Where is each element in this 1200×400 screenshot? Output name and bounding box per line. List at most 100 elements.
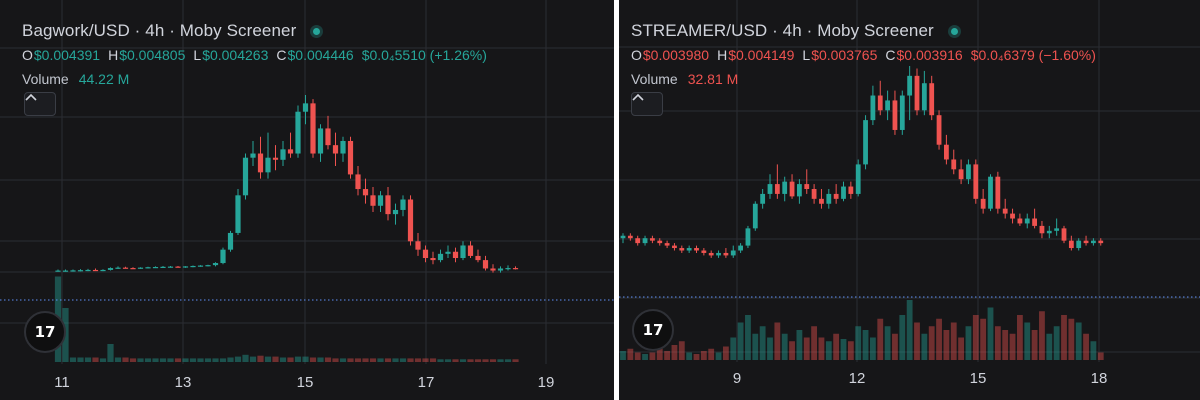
candle-body [122,267,129,269]
candle-body [152,267,159,269]
x-tick-label: 11 [54,374,70,391]
change-value: $0.0₄6379 (−1.60%) [970,47,1096,63]
candle-body [257,153,264,173]
chart-panel-bagwork[interactable]: 11 13 15 17 19 Bagwork/USD · 4h · Moby Scree… [0,0,614,400]
candle-body [1024,218,1030,224]
candle-body [452,251,459,259]
collapse-legend-button[interactable] [631,92,663,116]
tradingview-logo-icon[interactable]: 17 [632,309,674,351]
candle-body [1017,218,1023,224]
candle-body [951,159,957,170]
candle-body [512,268,519,270]
volume-bar [1031,330,1038,360]
volume-bar [803,337,810,360]
volume-bar [671,345,678,360]
volume-bar [272,356,279,362]
candle-body [392,209,399,215]
ohlc-readout: O $0.004391 H $0.004805 L $0.004263 C $0… [22,44,487,66]
candle-body [877,95,883,111]
candle-body [467,245,474,256]
open-value: $0.003980 [642,47,710,63]
volume-bar [302,356,309,362]
volume-bar [482,359,489,362]
candle-body [227,232,234,250]
candle-body [385,195,391,215]
x-tick-label: 17 [418,374,435,391]
chart-panel-streamer[interactable]: 9 12 15 18 STREAMER/USD · 4h · Moby Screene… [619,0,1200,400]
volume-bar [384,358,392,362]
volume-bar [317,357,324,362]
volume-bar [833,333,840,360]
volume-bar [759,326,766,360]
candle-body [287,149,294,154]
volume-bar [980,318,987,360]
volume-bar [1039,311,1045,360]
open-label: O [631,47,642,63]
candle-body [973,164,979,199]
candle-body [377,195,384,206]
candle-body [708,252,714,256]
volume-bar [512,359,519,362]
volume-bar [723,346,729,360]
candlestick-chart[interactable]: 9 12 15 18 [619,0,1200,400]
volume-bar [730,337,737,360]
candle-body [958,169,964,180]
candle-body [340,140,346,154]
volume-bar [774,322,781,360]
candle-body [62,270,69,272]
volume-bar [943,330,950,360]
candle-body [355,174,361,190]
candle-body [782,181,788,194]
x-tick-label: 12 [849,370,866,387]
candle-body [892,100,898,130]
volume-bar [906,300,913,360]
candle-body [627,235,633,239]
volume-value: 32.81 M [687,71,739,87]
candle-body [921,83,927,111]
chart-legend: STREAMER/USD · 4h · Moby Screener O $0.0… [631,18,1096,90]
volume-bar [789,341,795,360]
volume-bar [972,315,979,360]
candle-body [833,193,839,199]
high-label: H [717,47,728,63]
candle-body [175,266,181,268]
volume-bar [504,359,512,362]
candle-body [92,269,99,272]
candle-body [664,243,670,246]
volume-bar [686,352,693,360]
candle-body [804,184,810,189]
candle-body [1076,240,1082,249]
candle-body [302,103,309,112]
candle-body [1010,213,1015,219]
candle-body [797,184,802,197]
candle-body [272,157,279,160]
candle-body [1091,240,1096,244]
candle-body [988,176,993,209]
volume-bar [84,357,92,362]
volume-bar [489,359,497,362]
volume-bar [796,330,803,360]
volume-bar [1002,330,1009,360]
volume-value: 44.22 M [78,71,130,87]
candle-body [635,238,641,244]
volume-bar [354,358,362,362]
candle-body [1068,240,1074,249]
candle-body [1083,240,1089,244]
volume-bar [620,351,626,360]
candle-body [1054,228,1060,231]
volume-bar [678,341,685,360]
volume-bar [467,359,474,362]
candle-body [980,198,986,209]
volume-bar [914,322,920,360]
candle-body [686,248,692,251]
volume-bar [1024,322,1031,360]
candle-body [77,270,84,272]
volume-bar [99,358,107,362]
volume-bar [414,358,422,362]
volume-bar [847,341,854,360]
low-label: L [193,47,202,63]
candle-body [679,248,685,251]
volume-bar [745,315,751,360]
collapse-legend-button[interactable] [24,92,56,116]
tradingview-logo-icon[interactable]: 17 [24,311,66,353]
